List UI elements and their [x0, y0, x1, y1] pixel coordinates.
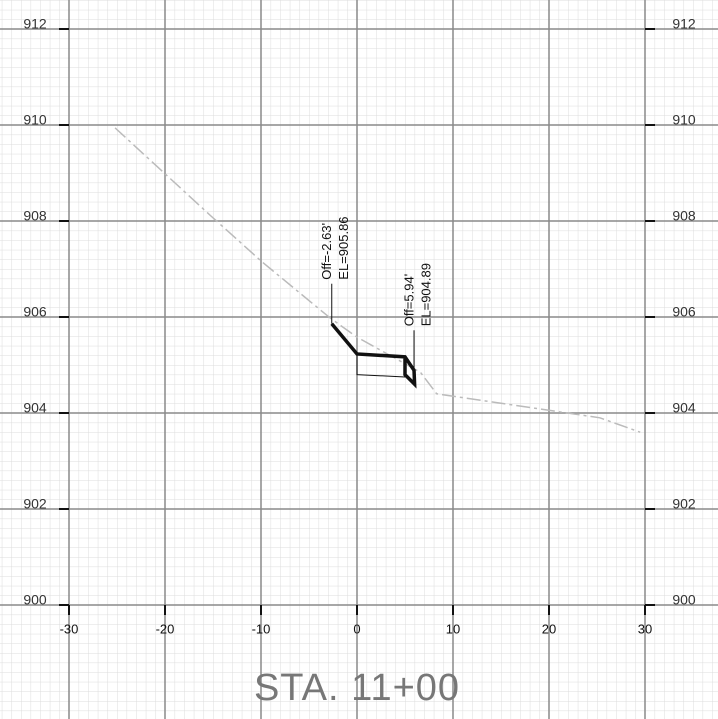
x-tick-label: -20 — [156, 621, 175, 636]
x-tick-label: -10 — [252, 621, 271, 636]
annotation: EL=905.86 — [336, 216, 351, 279]
y-tick-label: 902 — [23, 496, 47, 512]
annotation: Off=5.94' — [401, 274, 416, 326]
chart-title: STA. 11+00 — [254, 667, 460, 709]
y-tick-label: 910 — [672, 112, 696, 128]
y-tick-label: 904 — [672, 400, 696, 416]
y-tick-label: 912 — [23, 16, 47, 32]
y-tick-label: 908 — [23, 208, 47, 224]
y-tick-label: 910 — [23, 112, 47, 128]
y-tick-label: 906 — [672, 304, 696, 320]
y-tick-label: 900 — [23, 592, 47, 608]
y-tick-label: 900 — [672, 592, 696, 608]
x-tick-label: 10 — [446, 621, 460, 636]
section-line — [356, 353, 406, 378]
y-tick-label: 908 — [672, 208, 696, 224]
section-line — [114, 127, 641, 433]
y-tick-label: 912 — [672, 16, 696, 32]
y-tick-label: 906 — [23, 304, 47, 320]
x-tick-label: 0 — [353, 621, 360, 636]
x-tick-label: 20 — [542, 621, 556, 636]
y-tick-label: 902 — [672, 496, 696, 512]
x-tick-label: 30 — [638, 621, 652, 636]
annotation: Off=-2.63' — [319, 223, 334, 280]
x-tick-label: -30 — [60, 621, 79, 636]
y-tick-label: 904 — [23, 400, 47, 416]
annotation: EL=904.89 — [418, 263, 433, 326]
